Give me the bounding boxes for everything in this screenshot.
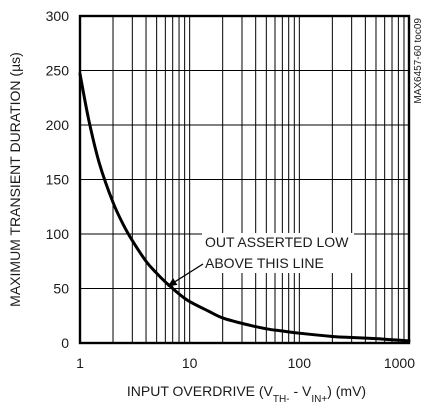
series-line: [78, 72, 411, 343]
y-tick-label: 50: [53, 281, 69, 297]
y-tick-label: 300: [46, 8, 70, 24]
x-axis-label-suffix: ) (mV): [327, 383, 366, 399]
plot-frame: [78, 14, 411, 345]
x-tick-label: 1: [76, 355, 84, 371]
figure-code-label: MAX6457-60 toc09: [413, 18, 424, 104]
x-axis-label-sub2: IN+: [311, 394, 327, 405]
x-axis-label-sub1: TH-: [273, 394, 290, 405]
x-axis-label-mid: - V: [290, 383, 312, 399]
annotation-arrow-head: [167, 278, 178, 287]
grid: [80, 16, 409, 343]
x-axis-label-prefix: INPUT OVERDRIVE (V: [127, 383, 274, 399]
x-axis-label: INPUT OVERDRIVE (VTH- - VIN+) (mV): [127, 383, 366, 405]
annotation-line-1: OUT ASSERTED LOW: [205, 234, 349, 250]
x-tick-label: 10: [182, 355, 198, 371]
annotation-background: [202, 233, 354, 273]
y-tick-label: 200: [46, 117, 70, 133]
y-tick-label: 100: [46, 226, 70, 242]
y-tick-label: 250: [46, 63, 70, 79]
tick-labels: 0 50 100 150 200 250 300 1 10 100 1000: [46, 8, 416, 371]
annotation-line-2: ABOVE THIS LINE: [205, 255, 324, 271]
x-tick-label: 100: [288, 355, 312, 371]
y-axis-label: MAXIMUM TRANSIENT DURATION (µs): [7, 52, 23, 307]
x-tick-label: 1000: [384, 355, 415, 371]
y-tick-label: 150: [46, 172, 70, 188]
y-tick-label: 0: [61, 335, 69, 351]
